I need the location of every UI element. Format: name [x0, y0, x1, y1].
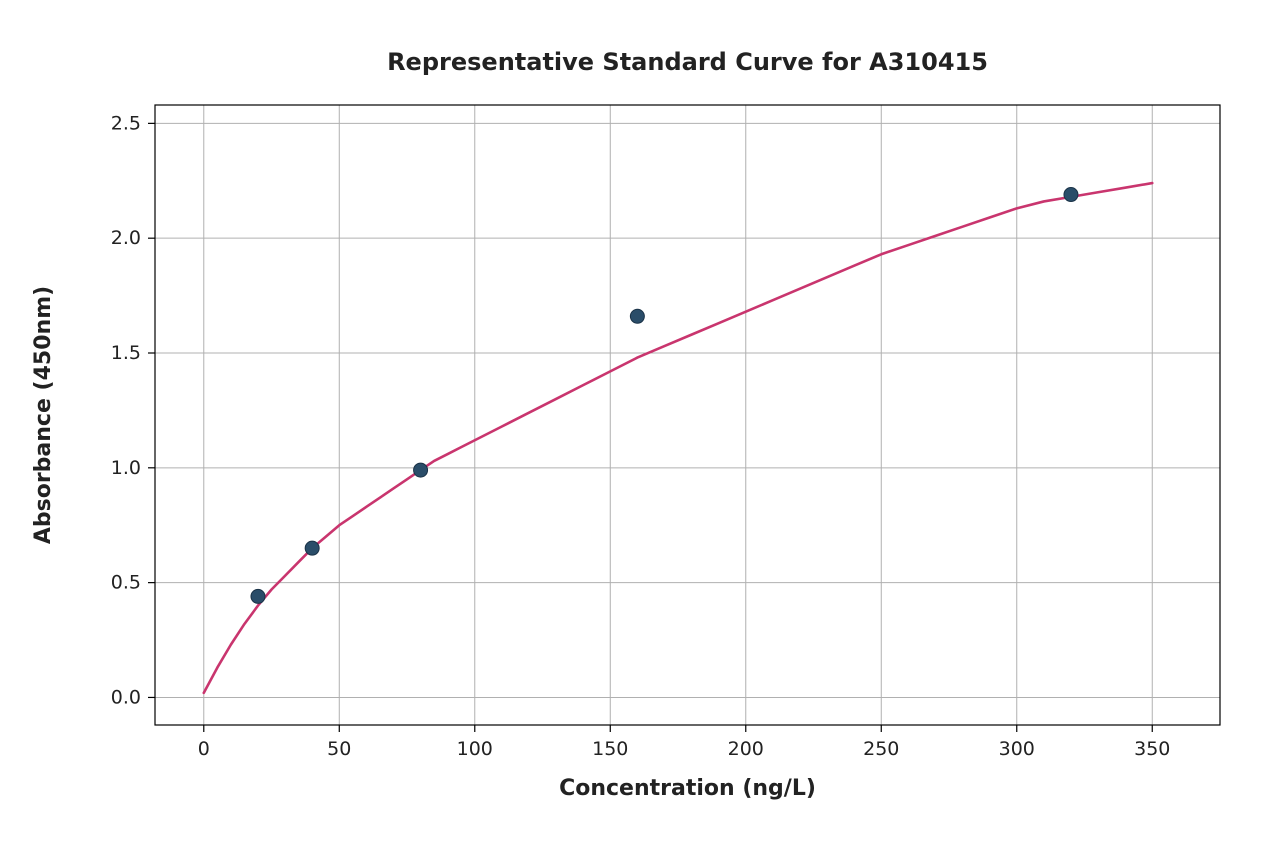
chart-container: 0 50 100 150 200 250 300 350 0.0 0.5 1.0 1.5 2.0 2.5 R… — [0, 0, 1280, 845]
data-point — [305, 541, 319, 555]
x-axis-label: Concentration (ng/L) — [559, 776, 816, 801]
xtick-label: 350 — [1134, 738, 1170, 760]
ytick-label: 2.0 — [111, 227, 141, 249]
xtick-label: 100 — [457, 738, 493, 760]
xtick-label: 0 — [198, 738, 210, 760]
xtick-label: 250 — [863, 738, 899, 760]
ytick-label: 0.5 — [111, 572, 141, 594]
ytick-label: 1.5 — [111, 342, 141, 364]
chart-title: Representative Standard Curve for A31041… — [387, 48, 988, 76]
ytick-label: 0.0 — [111, 686, 141, 708]
data-point — [414, 463, 428, 477]
xtick-label: 300 — [999, 738, 1035, 760]
data-point — [630, 309, 644, 323]
data-point — [251, 589, 265, 603]
xtick-label: 50 — [327, 738, 351, 760]
xtick-label: 200 — [728, 738, 764, 760]
xtick-label: 150 — [592, 738, 628, 760]
standard-curve-chart: 0 50 100 150 200 250 300 350 0.0 0.5 1.0 1.5 2.0 2.5 R… — [0, 0, 1280, 845]
y-axis-label: Absorbance (450nm) — [31, 286, 56, 544]
ytick-label: 2.5 — [111, 112, 141, 134]
data-point — [1064, 188, 1078, 202]
ytick-label: 1.0 — [111, 457, 141, 479]
